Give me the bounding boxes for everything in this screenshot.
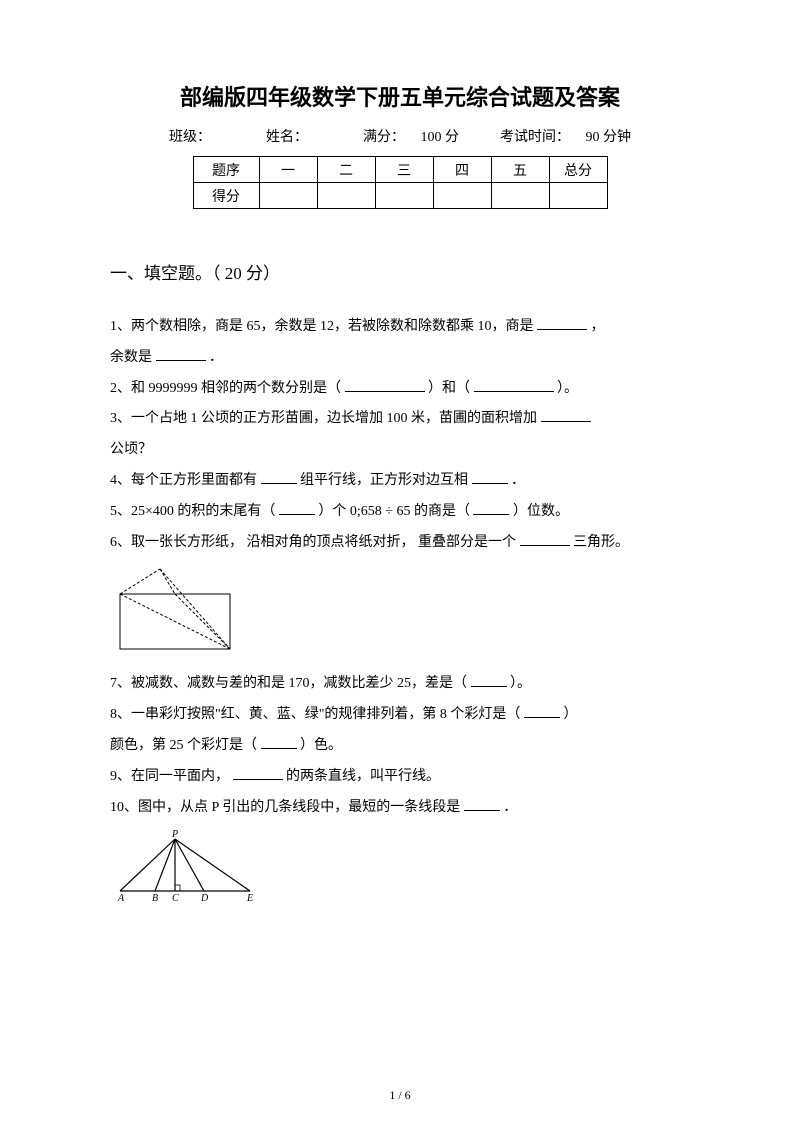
blank [520, 532, 570, 546]
blank [541, 408, 591, 422]
th-4: 四 [433, 157, 491, 183]
q6-text-a: 6、取一张长方形纸， 沿相对角的顶点将纸对折， 重叠部分是一个 [110, 535, 516, 550]
th-2: 二 [317, 157, 375, 183]
q8-text-b: ） [563, 707, 577, 722]
q5-text-b: ）个 0;658 ÷ 65 的商是（ [318, 504, 470, 519]
q7-text-a: 7、被减数、减数与差的和是 170，减数比差少 25，差是（ [110, 676, 467, 691]
q1-text-b: ， [591, 319, 605, 334]
question-2: 2、和 9999999 相邻的两个数分别是（ ）和（ ）。 [110, 374, 690, 405]
q2-text-c: ）。 [557, 381, 578, 396]
q10-text-b: ． [503, 800, 517, 815]
name-label: 姓名： [266, 130, 308, 145]
question-3: 3、一个占地 1 公顷的正方形苗圃，边长增加 100 米，苗圃的面积增加 [110, 404, 690, 435]
cell [375, 183, 433, 209]
label-c: C [172, 893, 179, 904]
blank [261, 470, 297, 484]
th-3: 三 [375, 157, 433, 183]
q5-text-a: 5、25×400 的积的末尾有（ [110, 504, 275, 519]
blank [261, 735, 297, 749]
cell [433, 183, 491, 209]
question-6: 6、取一张长方形纸， 沿相对角的顶点将纸对折， 重叠部分是一个 三角形。 [110, 528, 690, 559]
cell [491, 183, 549, 209]
q1-text-a: 1、两个数相除，商是 65，余数是 12，若被除数和除数都乘 10，商是 [110, 319, 534, 334]
question-7: 7、被减数、减数与差的和是 170，减数比差少 25，差是（ ）。 [110, 669, 690, 700]
label-b: B [152, 893, 158, 904]
cell [259, 183, 317, 209]
time-value: 90 分钟 [586, 130, 632, 145]
q8-text-c: 颜色，第 25 个彩灯是（ [110, 738, 257, 753]
blank [233, 766, 283, 780]
blank [471, 673, 507, 687]
q7-text-b: ）。 [510, 676, 531, 691]
blank [464, 797, 500, 811]
question-1b: 余数是 ． [110, 343, 690, 374]
question-4: 4、每个正方形里面都有 组平行线，正方形对边互相 ． [110, 466, 690, 497]
q4-text-a: 4、每个正方形里面都有 [110, 473, 257, 488]
q4-text-b: 组平行线，正方形对边互相 [300, 473, 468, 488]
q6-text-b: 三角形。 [573, 535, 629, 550]
th-1: 一 [259, 157, 317, 183]
time-label: 考试时间： [500, 130, 570, 145]
section-heading: 一、填空题。（ 20 分） [110, 259, 690, 284]
th-seq: 题序 [193, 157, 259, 183]
class-label: 班级： [169, 130, 211, 145]
q2-text-b: ）和（ [428, 381, 470, 396]
q1-text-c: 余数是 [110, 350, 152, 365]
q4-text-c: ． [511, 473, 525, 488]
blank [474, 378, 554, 392]
question-9: 9、在同一平面内， 的两条直线，叫平行线。 [110, 762, 690, 793]
figure-10: P A B C D E [110, 829, 690, 909]
q9-text-a: 9、在同一平面内， [110, 769, 229, 784]
blank [279, 501, 315, 515]
blank [524, 704, 560, 718]
blank [473, 501, 509, 515]
row-label: 得分 [193, 183, 259, 209]
label-p: P [171, 829, 178, 840]
triangle-lines-icon: P A B C D E [110, 829, 260, 904]
q8-text-a: 8、一串彩灯按照"红、黄、蓝、绿"的规律排列着，第 8 个彩灯是（ [110, 707, 520, 722]
full-value: 100 分 [421, 130, 460, 145]
page-title: 部编版四年级数学下册五单元综合试题及答案 [110, 80, 690, 112]
question-8: 8、一串彩灯按照"红、黄、蓝、绿"的规律排列着，第 8 个彩灯是（ ） [110, 700, 690, 731]
q9-text-b: 的两条直线，叫平行线。 [286, 769, 440, 784]
blank [156, 347, 206, 361]
cell [549, 183, 607, 209]
question-3b: 公顷？ [110, 435, 690, 466]
score-table: 题序 一 二 三 四 五 总分 得分 [193, 156, 608, 209]
cell [317, 183, 375, 209]
page-number: 1 / 6 [0, 1088, 800, 1103]
question-5: 5、25×400 的积的末尾有（ ）个 0;658 ÷ 65 的商是（ ）位数。 [110, 497, 690, 528]
table-row: 题序 一 二 三 四 五 总分 [193, 157, 607, 183]
folded-rectangle-icon [110, 564, 240, 654]
q5-text-c: ）位数。 [513, 504, 569, 519]
blank [472, 470, 508, 484]
q1-text-d: ． [209, 350, 223, 365]
label-a: A [117, 893, 125, 904]
th-total: 总分 [549, 157, 607, 183]
q10-text-a: 10、图中，从点 P 引出的几条线段中，最短的一条线段是 [110, 800, 460, 815]
question-10: 10、图中，从点 P 引出的几条线段中，最短的一条线段是 ． [110, 793, 690, 824]
full-label: 满分： [363, 130, 405, 145]
figure-6 [110, 564, 690, 659]
label-e: E [246, 893, 253, 904]
meta-line: 班级： 姓名： 满分： 100 分 考试时间： 90 分钟 [110, 126, 690, 146]
question-8b: 颜色，第 25 个彩灯是（ ）色。 [110, 731, 690, 762]
q3-text-a: 3、一个占地 1 公顷的正方形苗圃，边长增加 100 米，苗圃的面积增加 [110, 411, 537, 426]
q3-text-b: 公顷？ [110, 442, 152, 457]
table-row: 得分 [193, 183, 607, 209]
question-1: 1、两个数相除，商是 65，余数是 12，若被除数和除数都乘 10，商是 ， [110, 312, 690, 343]
label-d: D [200, 893, 209, 904]
blank [537, 316, 587, 330]
th-5: 五 [491, 157, 549, 183]
q2-text-a: 2、和 9999999 相邻的两个数分别是（ [110, 381, 341, 396]
blank [345, 378, 425, 392]
q8-text-d: ）色。 [300, 738, 342, 753]
